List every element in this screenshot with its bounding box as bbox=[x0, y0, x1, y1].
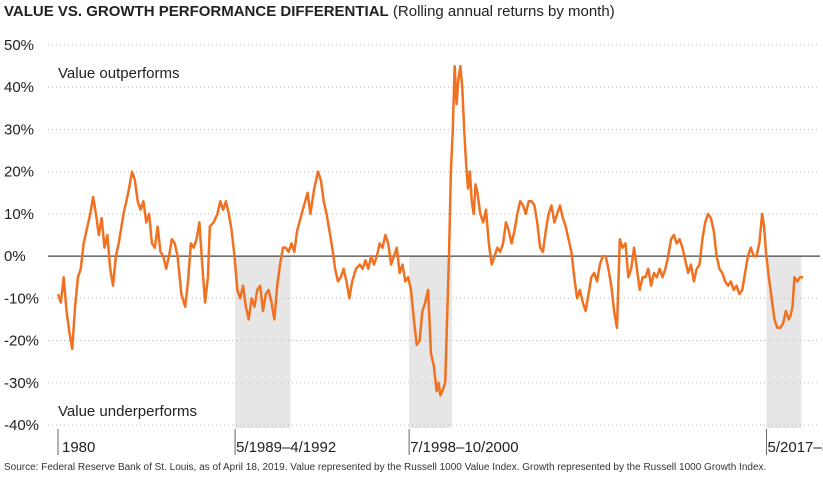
plot bbox=[56, 64, 803, 397]
data-line bbox=[56, 64, 803, 397]
y-tick-label: 40% bbox=[4, 79, 34, 96]
y-tick-label: -40% bbox=[4, 417, 39, 434]
chart-header: VALUE VS. GROWTH PERFORMANCE DIFFERENTIA… bbox=[4, 3, 615, 20]
y-tick-label: -20% bbox=[4, 333, 39, 350]
y-tick-label: 20% bbox=[4, 164, 34, 181]
shaded-period bbox=[766, 256, 802, 428]
period-label: 5/2017–3/2019 bbox=[768, 439, 823, 456]
annotation: Value outperforms bbox=[58, 65, 179, 82]
y-tick-label: -10% bbox=[4, 290, 39, 307]
grid bbox=[48, 44, 820, 426]
period-label: 5/1989–4/1992 bbox=[236, 439, 336, 456]
chart-subtitle: (Rolling annual returns by month) bbox=[393, 3, 615, 20]
shaded-periods bbox=[235, 256, 802, 428]
y-tick-label: 10% bbox=[4, 206, 34, 223]
y-tick-label: 0% bbox=[4, 248, 26, 265]
y-tick-label: 50% bbox=[4, 37, 34, 54]
x-tick-label: 1980 bbox=[62, 439, 95, 456]
shaded-period bbox=[235, 256, 291, 428]
y-tick-label: -30% bbox=[4, 375, 39, 392]
y-tick-label: 30% bbox=[4, 121, 34, 138]
source-note: Source: Federal Reserve Bank of St. Loui… bbox=[4, 462, 766, 473]
chart-title: VALUE VS. GROWTH PERFORMANCE DIFFERENTIA… bbox=[4, 3, 389, 20]
period-label: 7/1998–10/2000 bbox=[410, 439, 518, 456]
annotation: Value underperforms bbox=[58, 403, 197, 420]
